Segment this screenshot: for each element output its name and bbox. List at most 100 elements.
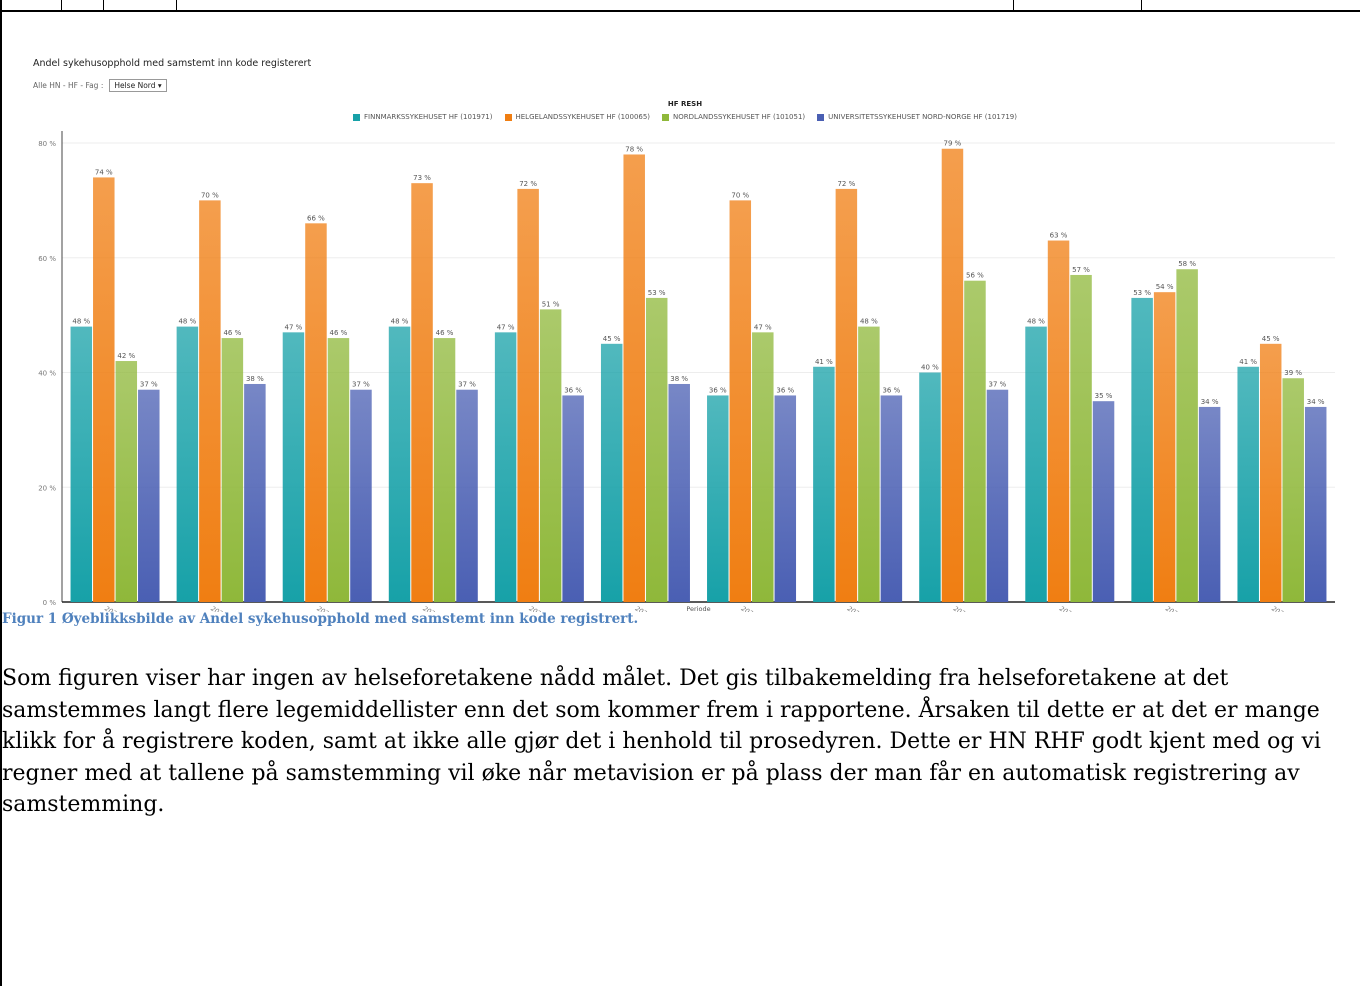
data-label: 66 % — [307, 214, 325, 222]
y-tick-label: 80 % — [38, 140, 56, 148]
data-label: 36 % — [882, 386, 900, 394]
bar — [1092, 401, 1115, 602]
y-tick-label: 20 % — [38, 484, 56, 492]
filter-row: Alle HN - HF - Fag : Helse Nord ▾ — [33, 79, 167, 92]
data-label: 37 % — [140, 381, 158, 389]
data-label: 51 % — [542, 300, 560, 308]
bar — [880, 395, 903, 602]
data-label: 53 % — [1133, 289, 1151, 297]
bar — [388, 326, 411, 602]
data-label: 46 % — [436, 329, 454, 337]
bar — [941, 148, 964, 603]
legend-item: NORDLANDSSYKEHUSET HF (101051) — [662, 113, 805, 121]
bar — [562, 395, 584, 602]
bar — [517, 188, 539, 602]
data-label: 45 % — [1262, 335, 1280, 343]
data-label: 41 % — [1239, 358, 1257, 366]
filter-value: Helse Nord — [114, 81, 156, 90]
bar — [138, 389, 160, 602]
bar — [70, 326, 93, 602]
data-label: 48 % — [1027, 318, 1045, 326]
legend-swatch — [662, 113, 670, 121]
chart-title: Andel sykehusopphold med samstemt inn ko… — [33, 58, 312, 69]
data-label: 48 % — [860, 318, 878, 326]
data-label: 79 % — [944, 140, 962, 148]
bar — [282, 332, 305, 602]
legend-swatch — [353, 113, 361, 121]
data-label: 34 % — [1307, 398, 1325, 406]
data-label: 40 % — [921, 364, 939, 372]
left-border — [0, 0, 2, 986]
y-tick-label: 60 % — [38, 255, 56, 263]
bar — [305, 223, 327, 602]
filter-label: Alle HN - HF - Fag : — [33, 81, 104, 90]
bar — [244, 383, 266, 602]
bar — [494, 332, 517, 602]
bar — [729, 200, 752, 602]
bar-chart: 0 % 20 % 40 % 60 % 80 % 48 % 74 % 42 % 37 % 20200… — [38, 131, 1335, 612]
bar — [93, 177, 115, 603]
x-tick-label: 202007 — [740, 605, 766, 612]
legend-item: HELGELANDSSYKEHUSET HF (100065) — [504, 113, 650, 121]
data-label: 73 % — [413, 174, 431, 182]
table-divider-3 — [176, 0, 177, 11]
data-label: 63 % — [1050, 232, 1068, 240]
bar — [774, 395, 797, 602]
bar — [600, 343, 623, 602]
data-label: 70 % — [731, 191, 749, 199]
data-label: 37 % — [458, 381, 476, 389]
bar — [350, 389, 372, 602]
bar — [1282, 378, 1304, 602]
data-label: 36 % — [564, 386, 582, 394]
data-label: 54 % — [1156, 283, 1174, 291]
y-tick-label: 40 % — [38, 370, 56, 378]
data-label: 35 % — [1095, 392, 1113, 400]
data-label: 47 % — [754, 323, 772, 331]
data-label: 53 % — [648, 289, 666, 297]
x-tick-label: 202008 — [846, 605, 872, 612]
chart-figure: Andel sykehusopphold med samstemt inn ko… — [30, 52, 1340, 612]
data-label: 47 % — [285, 323, 303, 331]
data-label: 74 % — [95, 168, 113, 176]
x-tick-label: 202012 — [1058, 605, 1084, 612]
bar — [1047, 240, 1070, 602]
bar — [115, 361, 138, 602]
bar — [835, 188, 858, 602]
table-bottom-border — [0, 10, 1360, 12]
data-label: 48 % — [391, 318, 409, 326]
x-tick-label: 202011 — [952, 605, 978, 612]
chevron-down-icon: ▾ — [157, 81, 162, 90]
data-label: 34 % — [1201, 398, 1219, 406]
bar — [623, 154, 645, 602]
bar — [645, 297, 668, 602]
bar — [813, 366, 835, 602]
bar — [1198, 406, 1221, 602]
bar — [707, 395, 729, 602]
data-label: 39 % — [1284, 369, 1302, 377]
data-label: 78 % — [625, 145, 643, 153]
data-label: 38 % — [670, 375, 688, 383]
bar — [1070, 274, 1092, 602]
bar — [221, 338, 244, 602]
bar — [433, 338, 456, 602]
data-label: 46 % — [223, 329, 241, 337]
hf-filter-select[interactable]: Helse Nord ▾ — [109, 79, 167, 92]
bar — [1025, 326, 1047, 602]
data-label: 41 % — [815, 358, 833, 366]
y-tick-label: 0 % — [43, 599, 57, 607]
data-label: 45 % — [603, 335, 621, 343]
legend-title: HF RESH — [667, 100, 703, 108]
data-label: 58 % — [1178, 260, 1196, 268]
data-label: 57 % — [1072, 266, 1090, 274]
bar — [456, 389, 478, 602]
bar — [176, 326, 199, 602]
bar — [1153, 292, 1176, 602]
legend-item: FINNMARKSSYKEHUSET HF (101971) — [353, 113, 493, 121]
bar — [858, 326, 880, 602]
data-label: 36 % — [776, 386, 794, 394]
figure-caption: Figur 1 Øyeblikksbilde av Andel sykehuso… — [2, 611, 639, 627]
table-divider-2 — [103, 0, 104, 11]
chart-legend: FINNMARKSSYKEHUSET HF (101971) HELGELANDS… — [30, 113, 1340, 121]
bar — [964, 280, 986, 602]
data-label: 46 % — [330, 329, 348, 337]
